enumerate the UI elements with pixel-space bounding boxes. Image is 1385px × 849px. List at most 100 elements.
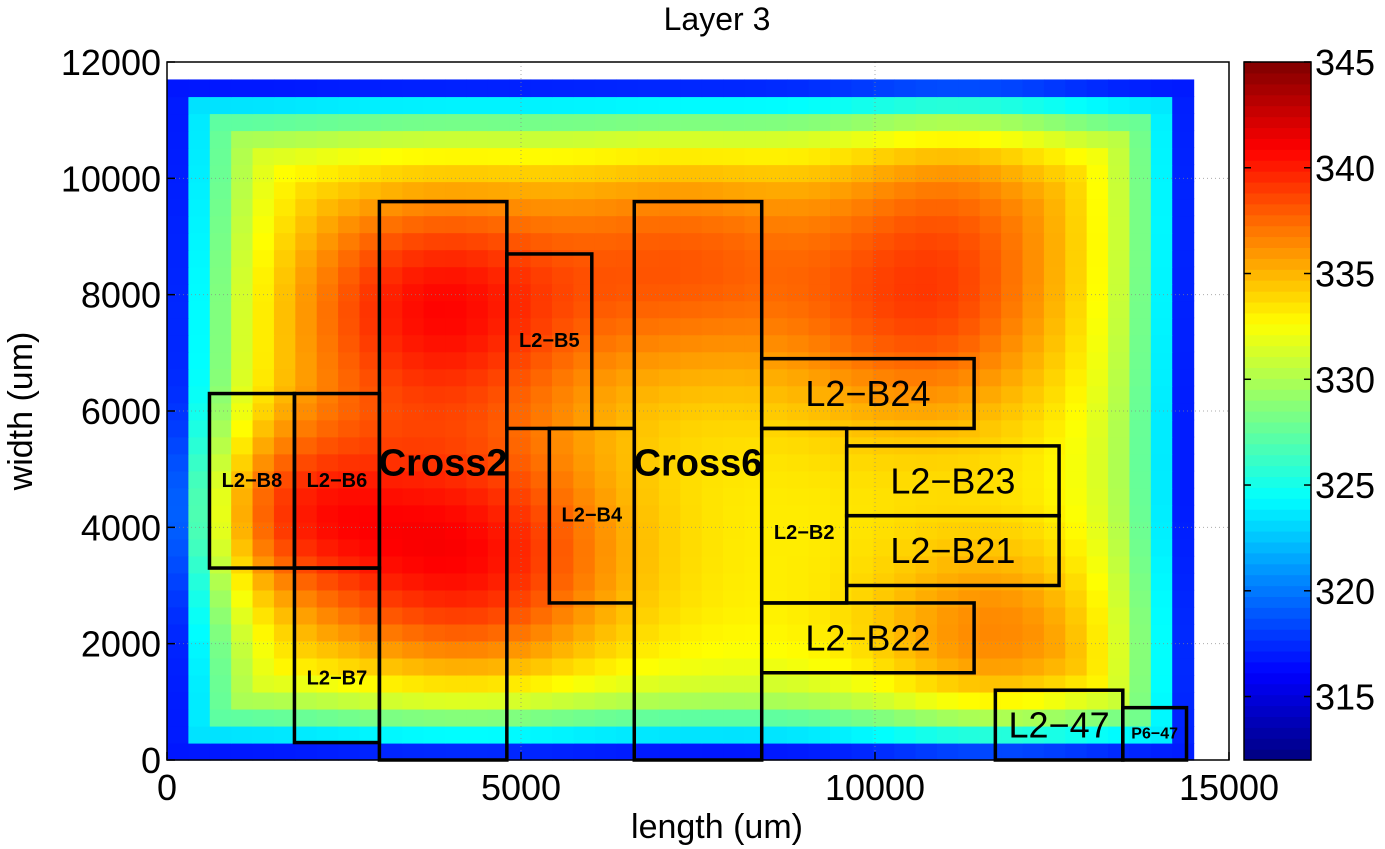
heatmap-cell bbox=[1108, 249, 1131, 268]
heatmap-cell bbox=[637, 317, 660, 336]
heatmap-cell bbox=[551, 470, 574, 489]
heatmap-cell bbox=[231, 130, 254, 149]
chart-title: Layer 3 bbox=[664, 1, 771, 37]
heatmap-cell bbox=[487, 419, 510, 438]
heatmap-cell bbox=[979, 589, 1002, 608]
heatmap-cell bbox=[316, 130, 339, 149]
heatmap-cell bbox=[487, 640, 510, 659]
heatmap-cell bbox=[551, 436, 574, 455]
heatmap-cell bbox=[958, 232, 981, 251]
heatmap-cell bbox=[936, 402, 959, 421]
heatmap-cell bbox=[466, 640, 489, 659]
heatmap-cell bbox=[1172, 249, 1195, 268]
heatmap-cell bbox=[231, 147, 254, 166]
heatmap-cell bbox=[1001, 487, 1024, 506]
heatmap-cell bbox=[188, 402, 211, 421]
heatmap-cell bbox=[530, 708, 553, 727]
heatmap-cell bbox=[423, 640, 446, 659]
heatmap-cell bbox=[658, 317, 681, 336]
heatmap-cell bbox=[466, 453, 489, 472]
heatmap-cell bbox=[808, 436, 831, 455]
heatmap-cell bbox=[1001, 232, 1024, 251]
heatmap-cell bbox=[551, 453, 574, 472]
heatmap-cell bbox=[936, 538, 959, 557]
heatmap-cell bbox=[509, 725, 532, 744]
heatmap-cell bbox=[1065, 538, 1088, 557]
heatmap-cell bbox=[252, 572, 275, 591]
heatmap-cell bbox=[979, 691, 1002, 710]
heatmap-cell bbox=[1108, 402, 1131, 421]
heatmap-cell bbox=[936, 521, 959, 540]
heatmap-cell bbox=[423, 538, 446, 557]
heatmap-cell bbox=[830, 181, 852, 200]
heatmap-cell bbox=[445, 164, 468, 183]
heatmap-cell bbox=[1001, 504, 1024, 523]
heatmap-cell bbox=[338, 300, 361, 319]
heatmap-cell bbox=[658, 368, 681, 387]
heatmap-cell bbox=[830, 453, 852, 472]
heatmap-cell bbox=[188, 419, 211, 438]
heatmap-cell bbox=[658, 691, 681, 710]
heatmap-cell bbox=[1065, 249, 1088, 268]
heatmap-cell bbox=[979, 555, 1002, 574]
heatmap-cell bbox=[209, 691, 232, 710]
heatmap-cell bbox=[231, 300, 254, 319]
heatmap-cell bbox=[380, 232, 403, 251]
heatmap-cell bbox=[573, 300, 596, 319]
heatmap-cell bbox=[765, 572, 788, 591]
heatmap-cell bbox=[1172, 487, 1195, 506]
heatmap-cell bbox=[658, 725, 681, 744]
heatmap-cell bbox=[936, 385, 959, 404]
heatmap-cell bbox=[380, 283, 403, 302]
heatmap-cell bbox=[594, 351, 617, 370]
heatmap-cell bbox=[872, 266, 895, 285]
heatmap-cell bbox=[936, 164, 959, 183]
heatmap-cell bbox=[231, 181, 254, 200]
heatmap-cell bbox=[445, 96, 468, 115]
x-axis-label: length (um) bbox=[631, 808, 803, 846]
heatmap-cell bbox=[894, 215, 917, 234]
heatmap-cell bbox=[273, 164, 296, 183]
heatmap-cell bbox=[915, 96, 938, 115]
heatmap-cell bbox=[380, 538, 403, 557]
heatmap-cell bbox=[680, 708, 703, 727]
heatmap-cell bbox=[295, 96, 318, 115]
heatmap-cell bbox=[765, 487, 788, 506]
heatmap-cell bbox=[231, 164, 254, 183]
heatmap-cell bbox=[316, 300, 339, 319]
heatmap-cell bbox=[658, 215, 681, 234]
heatmap-cell bbox=[915, 385, 938, 404]
heatmap-cell bbox=[209, 742, 232, 761]
heatmap-cell bbox=[958, 572, 981, 591]
colorbar-segment bbox=[1244, 72, 1311, 85]
heatmap-cell bbox=[915, 538, 938, 557]
heatmap-cell bbox=[1172, 232, 1195, 251]
heatmap-cell bbox=[167, 640, 189, 659]
heatmap-cell bbox=[958, 725, 981, 744]
heatmap-cell bbox=[551, 589, 574, 608]
heatmap-cell bbox=[808, 725, 831, 744]
heatmap-cell bbox=[787, 249, 810, 268]
heatmap-cell bbox=[551, 555, 574, 574]
heatmap-cell bbox=[830, 368, 852, 387]
heatmap-cell bbox=[231, 725, 254, 744]
heatmap-cell bbox=[787, 147, 810, 166]
heatmap-cell bbox=[872, 317, 895, 336]
heatmap-cell bbox=[958, 130, 981, 149]
heatmap-cell bbox=[701, 419, 724, 438]
block-cross2: Cross2 bbox=[377, 199, 509, 762]
heatmap-cell bbox=[295, 334, 318, 353]
heatmap-cell bbox=[1129, 657, 1152, 676]
heatmap-cell bbox=[167, 691, 189, 710]
heatmap-cell bbox=[1043, 725, 1066, 744]
heatmap-cell bbox=[765, 589, 788, 608]
heatmap-cell bbox=[487, 606, 510, 625]
heatmap-cell bbox=[402, 181, 425, 200]
heatmap-cell bbox=[466, 674, 489, 693]
heatmap-cell bbox=[530, 300, 553, 319]
heatmap-cell bbox=[915, 351, 938, 370]
block-label: L2−47 bbox=[1009, 705, 1110, 746]
heatmap-cell bbox=[658, 113, 681, 132]
heatmap-cell bbox=[594, 385, 617, 404]
colorbar-segment bbox=[1244, 607, 1311, 619]
